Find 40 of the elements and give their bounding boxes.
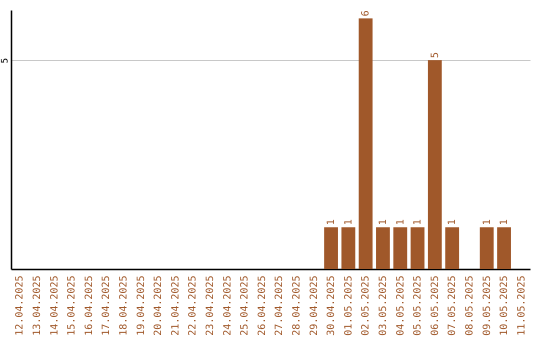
x-tick-label: 22.04.2025	[188, 276, 199, 336]
data-label: 1	[499, 219, 510, 226]
x-tick-label: 30.04.2025	[326, 276, 338, 336]
x-tick-label: 11.05.2025	[516, 276, 528, 336]
x-tick-label: 18.04.2025	[118, 276, 130, 336]
data-label: 1	[343, 219, 354, 226]
x-tick-label: 28.04.2025	[291, 276, 302, 336]
x-tick-label: 16.04.2025	[84, 276, 95, 336]
x-tick-label: 19.04.2025	[136, 276, 147, 336]
x-tick-label: 21.04.2025	[170, 276, 182, 336]
x-tick-label: 02.05.2025	[360, 276, 372, 336]
data-label: 1	[412, 219, 424, 226]
x-tick-label: 03.05.2025	[378, 276, 389, 336]
x-tick-label: 23.04.2025	[204, 276, 216, 336]
data-label: 5	[430, 52, 441, 58]
data-label: 1	[482, 219, 493, 226]
data-label: 1	[447, 219, 458, 226]
x-tick-label: 27.04.2025	[274, 276, 286, 336]
x-tick-label: 13.04.2025	[32, 276, 43, 336]
x-tick-label: 01.05.2025	[343, 276, 354, 336]
x-tick-label: 09.05.2025	[482, 276, 493, 336]
x-tick-label: 17.04.2025	[101, 276, 112, 336]
x-tick-label: 04.05.2025	[395, 276, 406, 336]
data-label: 1	[326, 219, 338, 226]
x-tick-label: 08.05.2025	[464, 276, 476, 336]
x-tick-label: 12.04.2025	[14, 276, 26, 336]
x-tick-label: 05.05.2025	[412, 276, 424, 336]
x-tick-label: 29.04.2025	[308, 276, 320, 336]
data-label: 6	[360, 10, 372, 16]
x-tick-label: 26.04.2025	[256, 276, 268, 336]
x-tick-label: 14.04.2025	[49, 276, 60, 336]
x-tick-label: 07.05.2025	[447, 276, 458, 336]
x-tick-label: 20.04.2025	[153, 276, 164, 336]
x-tick-label: 10.05.2025	[499, 276, 510, 336]
x-tick-label: 15.04.2025	[66, 276, 78, 336]
data-label: 1	[395, 219, 406, 226]
x-tick-label: 25.04.2025	[240, 276, 251, 336]
data-label: 1	[378, 219, 389, 226]
x-tick-label: 06.05.2025	[430, 276, 441, 336]
x-tick-label: 24.04.2025	[222, 276, 234, 336]
